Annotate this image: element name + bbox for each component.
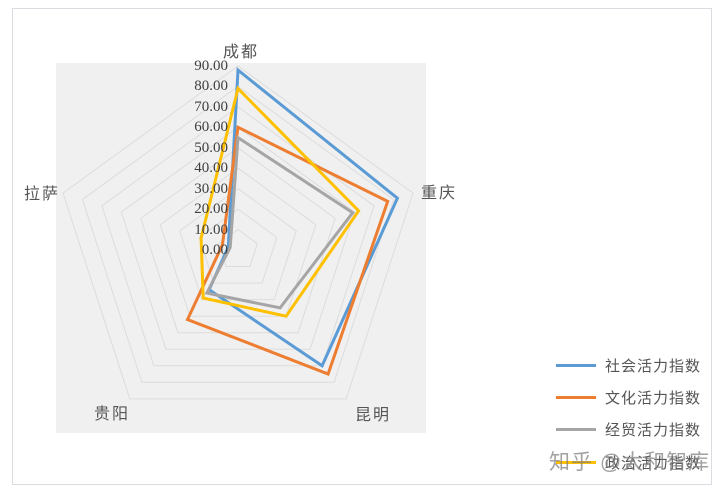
value-tick-label: 30.00: [194, 180, 228, 197]
radar-grid-ring: [159, 167, 317, 317]
radar-series-0: [207, 67, 400, 369]
legend-item-0: 社会活力指数: [556, 355, 701, 375]
legend-swatch: [556, 460, 596, 464]
category-label-1: 重庆: [421, 185, 458, 202]
value-tick-label: 20.00: [194, 201, 228, 218]
legend-swatch: [556, 428, 596, 432]
category-label-2: 昆明: [354, 407, 392, 424]
legend-item-1: 文化活力指数: [556, 387, 701, 407]
plot-area: [56, 63, 426, 433]
radar-series-group: [185, 67, 400, 376]
radar-grid-ring: [101, 106, 375, 367]
radar-series-2: [204, 134, 355, 310]
legend-label: 政治活力指数: [605, 455, 702, 472]
category-label-4: 拉萨: [23, 186, 61, 203]
value-tick-label: 70.00: [194, 98, 228, 115]
radar-series-1: [185, 125, 390, 376]
value-tick-label: 0.00: [201, 242, 228, 258]
value-tick-label: 80.00: [194, 78, 228, 95]
legend-label: 经贸活力指数: [605, 423, 702, 440]
radar-grid-ring: [198, 208, 278, 284]
value-tick-label: 90.00: [194, 58, 228, 74]
radar-grid-ring: [120, 126, 356, 350]
legend-label: 文化活力指数: [605, 390, 702, 407]
watermark: 知乎 @太和智库: [549, 451, 711, 474]
value-tick-label: 10.00: [194, 221, 228, 238]
legend-label: 社会活力指数: [605, 358, 702, 375]
legend-swatch: [556, 395, 596, 399]
radar-grid-ring: [140, 147, 336, 334]
category-label-3: 贵阳: [93, 406, 131, 423]
category-label-0: 成都: [222, 44, 260, 61]
radar-grid-ring: [62, 65, 414, 400]
value-tick-label: 60.00: [194, 119, 228, 136]
radar-gridlines: [62, 65, 414, 400]
legend-swatch: [556, 363, 596, 367]
legend-item-2: 经贸活力指数: [556, 420, 701, 440]
value-tick-label: 40.00: [194, 160, 228, 177]
radar-series-3: [199, 85, 361, 318]
legend-item-3: 政治活力指数: [556, 452, 701, 472]
value-tick-label: 50.00: [194, 139, 228, 156]
radar-grid-ring: [81, 85, 395, 383]
